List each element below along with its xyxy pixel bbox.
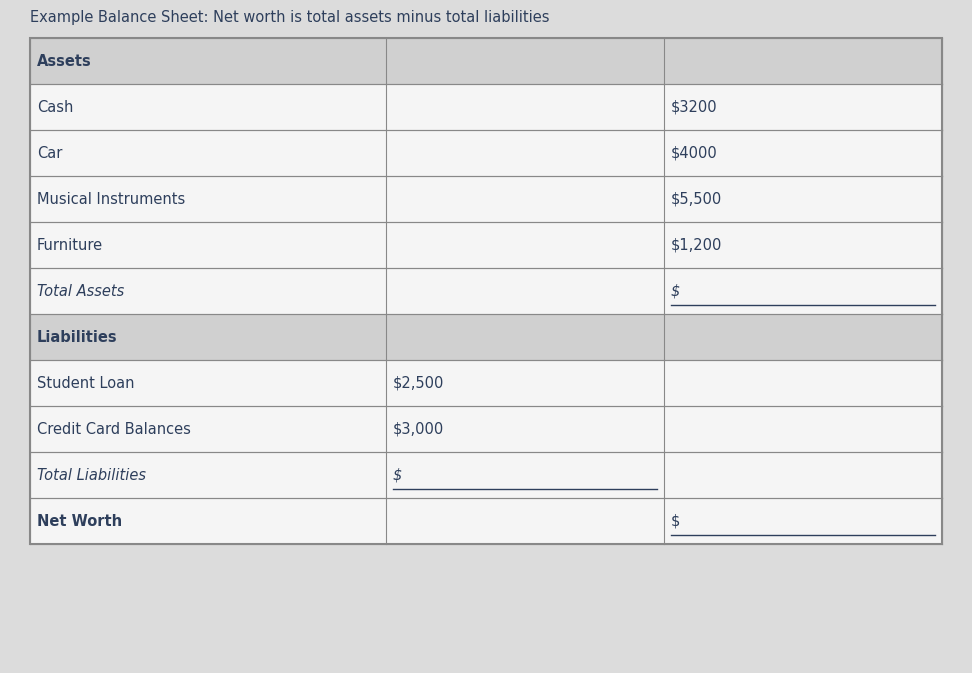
Bar [386,452,664,498]
Bar [664,314,942,360]
Bar [386,130,664,176]
Text: $: $ [671,513,680,528]
Bar [664,38,942,84]
Text: Car: Car [37,145,62,160]
Bar [386,406,664,452]
Bar [386,176,664,222]
Text: $2,500: $2,500 [393,376,444,390]
Bar [30,38,942,544]
Bar [30,360,386,406]
Bar [30,498,386,544]
Bar [664,406,942,452]
Text: $1,200: $1,200 [671,238,722,252]
Bar [386,84,664,130]
Bar [664,360,942,406]
Text: $: $ [393,468,402,483]
Bar [30,38,386,84]
Bar [664,452,942,498]
Text: $3,000: $3,000 [393,421,444,437]
Bar [386,38,664,84]
Text: Total Assets: Total Assets [37,283,124,299]
Bar [664,222,942,268]
Bar [30,268,386,314]
Bar [386,268,664,314]
Bar [664,84,942,130]
Text: $: $ [671,283,680,299]
Bar [30,406,386,452]
Bar [664,130,942,176]
Bar [30,222,386,268]
Text: $5,500: $5,500 [671,192,722,207]
Bar [386,222,664,268]
Text: $3200: $3200 [671,100,717,114]
Bar [30,452,386,498]
Bar [386,498,664,544]
Text: Total Liabilities: Total Liabilities [37,468,146,483]
Bar [30,314,386,360]
Bar [664,176,942,222]
Text: Assets: Assets [37,53,91,69]
Text: Furniture: Furniture [37,238,103,252]
Text: Liabilities: Liabilities [37,330,118,345]
Text: Net Worth: Net Worth [37,513,122,528]
Text: $4000: $4000 [671,145,717,160]
Bar [30,84,386,130]
Text: Example Balance Sheet: Net worth is total assets minus total liabilities: Example Balance Sheet: Net worth is tota… [30,10,549,25]
Text: Credit Card Balances: Credit Card Balances [37,421,191,437]
Text: Cash: Cash [37,100,73,114]
Text: Musical Instruments: Musical Instruments [37,192,186,207]
Bar [664,268,942,314]
Bar [386,314,664,360]
Bar [30,130,386,176]
Bar [664,498,942,544]
Text: Student Loan: Student Loan [37,376,134,390]
Bar [386,360,664,406]
Bar [30,176,386,222]
